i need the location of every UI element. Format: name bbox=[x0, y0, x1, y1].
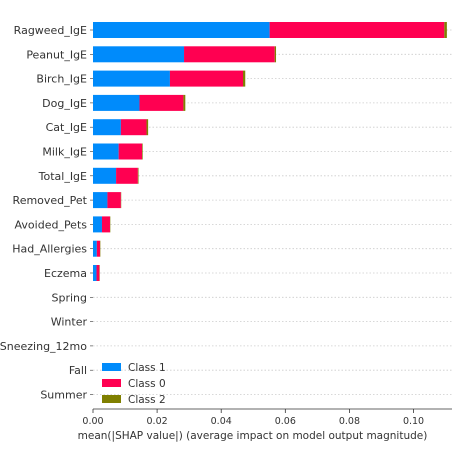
bar-class-1 bbox=[93, 46, 184, 62]
category-label: Summer bbox=[40, 389, 87, 402]
category-label: Spring bbox=[52, 291, 88, 304]
bar-class-1 bbox=[93, 265, 97, 281]
x-tick-label: 0.00 bbox=[82, 416, 103, 427]
bar-class-2 bbox=[444, 22, 447, 38]
bar-class-2 bbox=[275, 46, 276, 62]
bar-class-1 bbox=[93, 95, 139, 111]
category-label: Winter bbox=[51, 316, 88, 329]
category-label: Total_IgE bbox=[38, 170, 87, 183]
category-label: Fall bbox=[69, 364, 87, 377]
legend-swatch bbox=[102, 395, 121, 403]
bar-class-0 bbox=[139, 95, 183, 111]
category-label: Peanut_IgE bbox=[26, 48, 87, 61]
legend-label: Class 0 bbox=[128, 378, 166, 390]
legend-swatch bbox=[102, 379, 121, 387]
bar-class-0 bbox=[97, 265, 100, 281]
bar-class-0 bbox=[116, 168, 138, 184]
x-axis-label: mean(|SHAP value|) (average impact on mo… bbox=[78, 430, 428, 442]
bar-class-2 bbox=[183, 95, 185, 111]
bar-class-1 bbox=[93, 192, 107, 208]
bar-class-0 bbox=[119, 144, 142, 160]
bar-class-1 bbox=[93, 216, 102, 232]
x-tick-label: 0.04 bbox=[211, 416, 232, 427]
category-label: Eczema bbox=[44, 267, 87, 280]
bar-class-0 bbox=[270, 22, 445, 38]
bar-class-1 bbox=[93, 241, 97, 257]
x-tick-label: 0.06 bbox=[275, 416, 296, 427]
bar-class-2 bbox=[138, 168, 139, 184]
x-tick-label: 0.10 bbox=[403, 416, 424, 427]
category-label: Avoided_Pets bbox=[15, 218, 88, 231]
bar-class-0 bbox=[170, 71, 243, 87]
category-label: Milk_IgE bbox=[42, 146, 87, 159]
bar-class-0 bbox=[97, 241, 100, 257]
bar-class-2 bbox=[142, 144, 143, 160]
category-label: Cat_IgE bbox=[46, 121, 87, 134]
bar-class-1 bbox=[93, 119, 121, 135]
category-label: Had_Allergies bbox=[12, 243, 87, 256]
bar-class-2 bbox=[147, 119, 149, 135]
x-tick-label: 0.02 bbox=[147, 416, 168, 427]
bar-class-1 bbox=[93, 168, 116, 184]
category-label: Sneezing_12mo bbox=[0, 340, 87, 353]
legend-label: Class 1 bbox=[128, 362, 166, 374]
category-label: Birch_IgE bbox=[36, 73, 87, 86]
bar-class-0 bbox=[102, 216, 110, 232]
legend-label: Class 2 bbox=[128, 394, 166, 406]
bar-class-1 bbox=[93, 144, 119, 160]
bar-class-0 bbox=[121, 119, 147, 135]
category-label: Ragweed_IgE bbox=[14, 24, 87, 37]
bar-class-2 bbox=[243, 71, 245, 87]
legend-swatch bbox=[102, 363, 121, 371]
bar-class-0 bbox=[107, 192, 120, 208]
category-label: Removed_Pet bbox=[13, 194, 88, 207]
bar-class-1 bbox=[93, 22, 270, 38]
x-tick-label: 0.08 bbox=[339, 416, 360, 427]
bar-class-0 bbox=[184, 46, 275, 62]
bar-class-1 bbox=[93, 71, 170, 87]
category-label: Dog_IgE bbox=[42, 97, 87, 110]
